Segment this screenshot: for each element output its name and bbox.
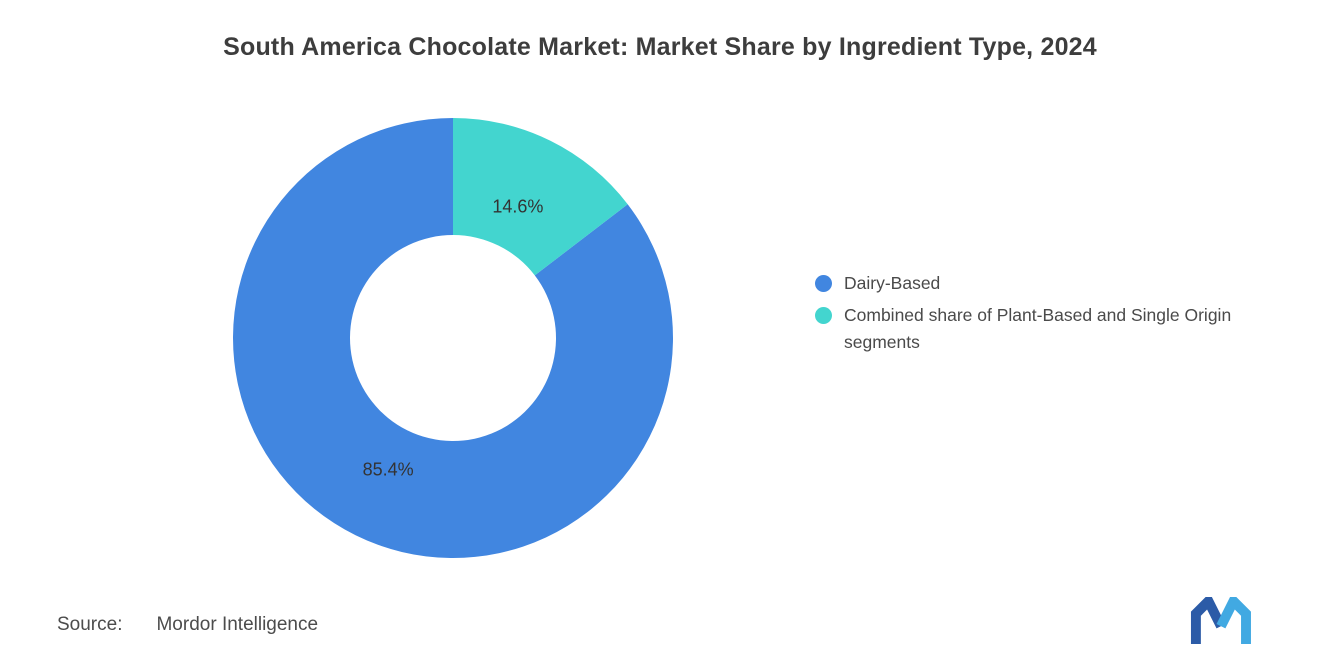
logo-left-stroke <box>1190 597 1226 644</box>
logo-right-stroke <box>1216 597 1251 644</box>
legend-swatch-icon <box>815 307 832 325</box>
slice-label-1: 14.6% <box>492 197 543 217</box>
mordor-intelligence-logo <box>1190 597 1251 644</box>
legend-item-0: Dairy-Based <box>815 270 1235 297</box>
donut-slice-1 <box>453 118 628 276</box>
donut-chart: 85.4% 14.6% <box>233 118 674 558</box>
source-label: Source: <box>57 614 123 635</box>
donut-slice-0 <box>233 118 674 558</box>
legend-label: Combined share of Plant-Based and Single… <box>844 305 1232 353</box>
source-value: Mordor Intelligence <box>156 614 319 635</box>
chart-title: South America Chocolate Market: Market S… <box>223 33 1097 61</box>
legend-swatch-icon <box>815 275 832 292</box>
source-row: Source: Mordor Intelligence <box>57 614 318 636</box>
slice-label-0: 85.4% <box>363 459 414 479</box>
chart-legend: Dairy-Based Combined share of Plant-Based… <box>815 270 1235 361</box>
legend-item-1: Combined share of Plant-Based and Single… <box>815 302 1235 356</box>
legend-label: Dairy-Based <box>844 273 941 293</box>
